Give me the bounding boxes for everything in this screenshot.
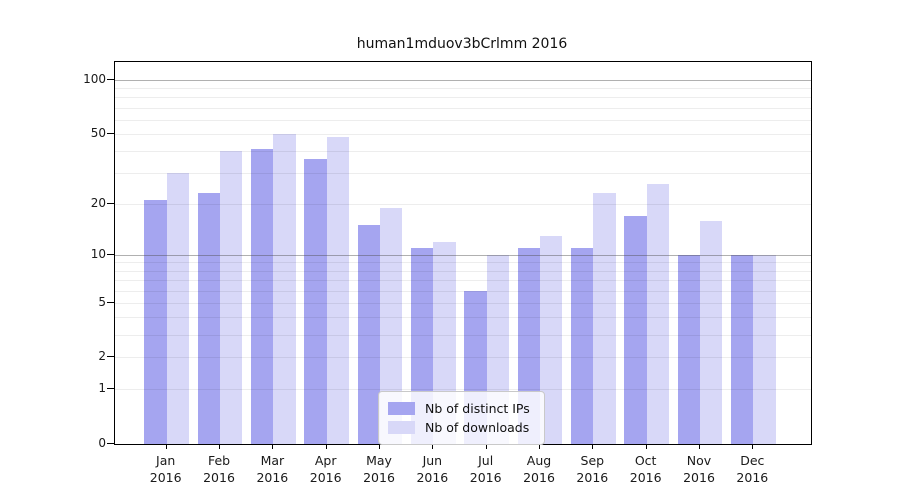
bar-distinct-ips-may	[357, 225, 380, 444]
gridline-6	[115, 290, 811, 292]
gridline-60	[115, 119, 811, 121]
y-tick-mark	[107, 356, 114, 358]
x-tick-mark	[272, 444, 274, 449]
bar-downloads-dec	[753, 254, 776, 444]
gridline-70	[115, 107, 811, 109]
gridline-9	[115, 262, 811, 264]
gridline-8	[115, 270, 811, 272]
x-tick-mark	[539, 444, 540, 449]
legend: Nb of distinct IPs Nb of downloads	[378, 391, 545, 445]
bar-distinct-ips-apr	[304, 159, 327, 444]
x-tick-label-oct: Oct 2016	[629, 453, 662, 485]
y-tick-label-5: 5	[98, 294, 106, 309]
bar-downloads-nov	[700, 220, 723, 444]
y-tick-label-0: 0	[98, 436, 106, 450]
y-tick-label-2: 2	[98, 349, 106, 364]
y-tick-label-100: 100	[83, 72, 106, 86]
gridline-90	[115, 88, 811, 90]
gridline-10	[115, 254, 811, 256]
bar-distinct-ips-jan	[144, 200, 167, 444]
y-tick-mark	[107, 253, 114, 255]
bar-downloads-aug	[540, 235, 563, 444]
x-tick-mark	[379, 444, 381, 449]
y-tick-label-50: 50	[90, 125, 106, 140]
bar-downloads-sep	[593, 193, 616, 444]
x-tick-mark	[752, 444, 754, 449]
x-tick-label-jan: Jan 2016	[149, 453, 182, 485]
bar-distinct-ips-feb	[197, 193, 221, 444]
bar-downloads-jan	[166, 173, 190, 444]
bar-downloads-feb	[220, 151, 243, 444]
y-tick-mark	[107, 301, 114, 303]
x-tick-label-apr: Apr 2016	[309, 453, 342, 485]
x-tick-label-mar: Mar 2016	[256, 453, 289, 485]
y-tick-label-20: 20	[90, 195, 106, 210]
x-tick-mark	[165, 444, 167, 449]
plot-area: Nb of distinct IPs Nb of downloads	[114, 61, 812, 445]
legend-item-downloads: Nb of downloads	[388, 418, 530, 437]
gridline-1	[115, 389, 811, 391]
x-tick-label-jun: Jun 2016	[416, 453, 449, 485]
gridline-2	[115, 357, 811, 359]
bar-downloads-apr	[326, 137, 350, 444]
gridline-50	[115, 133, 811, 135]
legend-item-distinct-ips: Nb of distinct IPs	[388, 399, 530, 418]
x-tick-label-jul: Jul 2016	[469, 453, 502, 485]
bar-distinct-ips-dec	[730, 254, 754, 444]
gridline-40	[115, 151, 811, 153]
chart-title: human1mduov3bCrlmm 2016	[356, 36, 568, 52]
gridline-7	[115, 279, 811, 281]
y-tick-mark	[107, 202, 114, 204]
gridline-80	[115, 97, 811, 99]
y-tick-mark	[107, 79, 114, 80]
x-tick-mark	[645, 444, 647, 449]
gridline-3	[115, 334, 811, 336]
y-tick-label-1: 1	[98, 381, 106, 396]
x-tick-label-sep: Sep 2016	[576, 453, 609, 485]
legend-swatch-distinct-ips	[388, 402, 415, 415]
bar-distinct-ips-mar	[250, 149, 274, 444]
x-tick-label-feb: Feb 2016	[203, 453, 235, 485]
x-tick-mark	[219, 444, 221, 449]
x-tick-label-nov: Nov 2016	[683, 453, 715, 485]
x-tick-label-dec: Dec 2016	[736, 453, 769, 485]
bar-downloads-oct	[646, 184, 670, 444]
gridline-5	[115, 302, 811, 304]
x-tick-mark	[325, 444, 327, 449]
gridline-30	[115, 173, 811, 175]
bar-distinct-ips-nov	[677, 254, 700, 444]
legend-label-distinct-ips: Nb of distinct IPs	[425, 401, 530, 416]
x-tick-mark	[485, 444, 487, 449]
y-tick-label-10: 10	[90, 246, 106, 261]
bar-distinct-ips-oct	[624, 216, 647, 444]
x-tick-label-may: May 2016	[363, 453, 395, 485]
y-tick-mark	[107, 388, 114, 390]
x-tick-mark	[699, 444, 700, 449]
bar-downloads-mar	[273, 133, 296, 444]
bar-distinct-ips-sep	[570, 248, 594, 444]
gridline-20	[115, 203, 811, 205]
y-tick-mark	[107, 443, 114, 444]
legend-label-downloads: Nb of downloads	[425, 420, 530, 435]
gridline-100	[115, 80, 811, 81]
x-tick-mark	[592, 444, 594, 449]
gridline-4	[115, 317, 811, 319]
x-tick-mark	[432, 444, 434, 449]
x-tick-label-aug: Aug 2016	[523, 453, 555, 485]
legend-swatch-downloads	[388, 421, 415, 434]
bar-downloads-may	[380, 207, 403, 444]
y-tick-mark	[107, 132, 114, 134]
